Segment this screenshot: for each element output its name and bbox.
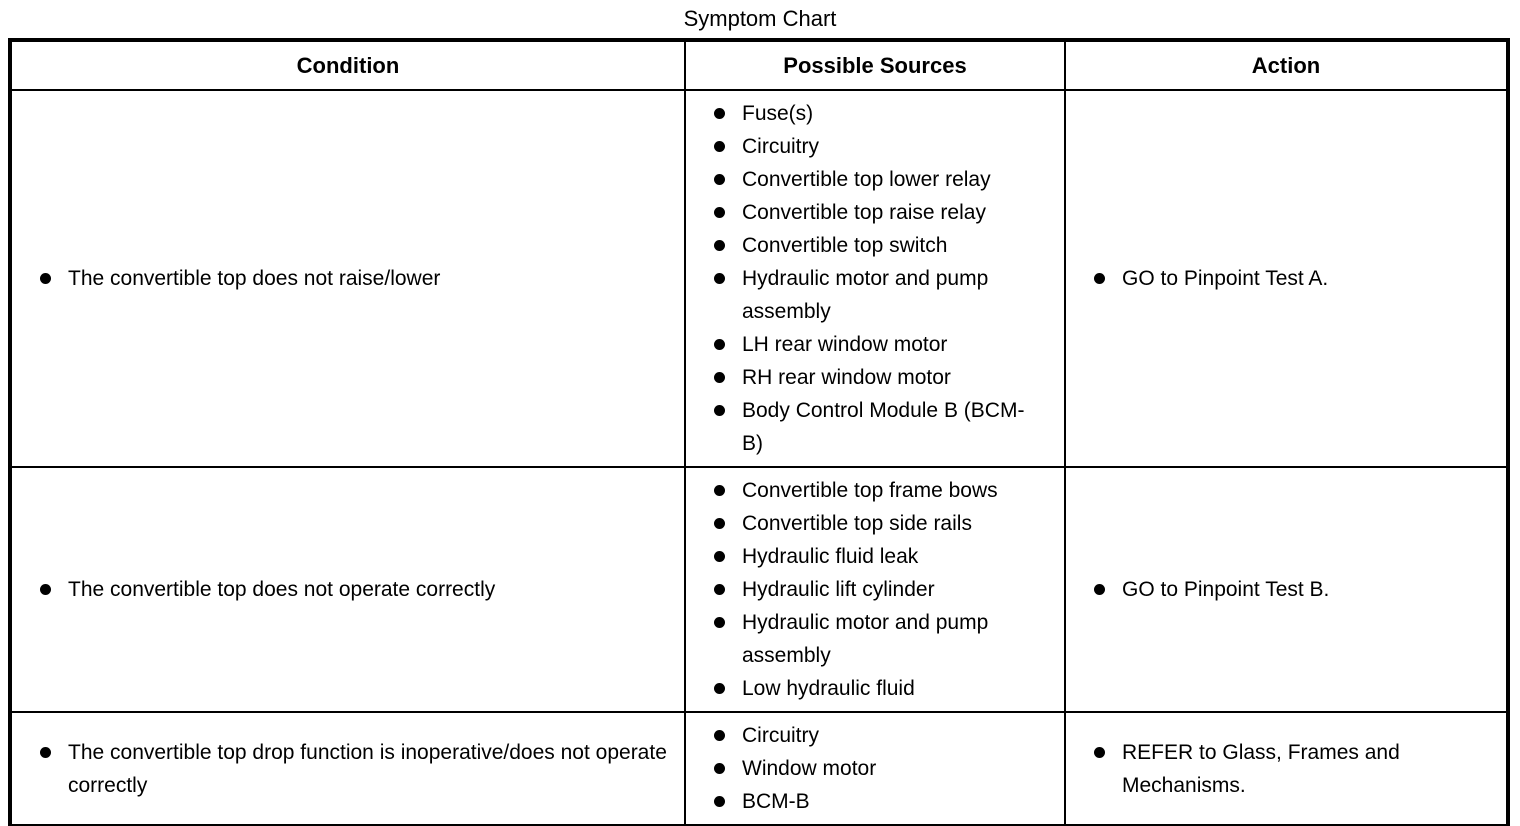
bullet-icon [40, 273, 51, 284]
source-text: BCM-B [742, 790, 810, 813]
action-text: GO to Pinpoint Test B. [1122, 578, 1330, 601]
table-row: The convertible top does not raise/lower… [9, 89, 1509, 468]
source-text: Convertible top raise relay [742, 201, 986, 224]
list-item: Window motor [714, 752, 1056, 785]
list-item: GO to Pinpoint Test A. [1094, 262, 1498, 295]
source-text: Hydraulic lift cylinder [742, 578, 935, 601]
action-text: GO to Pinpoint Test A. [1122, 267, 1329, 290]
sources-cell: Circuitry Window motor BCM-B [684, 711, 1066, 826]
list-item: Hydraulic motor and pump assembly [714, 262, 1056, 328]
source-text: RH rear window motor [742, 366, 951, 389]
source-text: Convertible top frame bows [742, 479, 998, 502]
source-text: Convertible top side rails [742, 512, 972, 535]
condition-cell: The convertible top does not operate cor… [9, 466, 686, 713]
list-item: Body Control Module B (BCM-B) [714, 394, 1056, 460]
bullet-icon [40, 584, 51, 595]
condition-text: The convertible top does not raise/lower [68, 267, 441, 290]
header-action: Action [1064, 39, 1509, 91]
sources-cell: Convertible top frame bows Convertible t… [684, 466, 1066, 713]
bullet-icon [714, 339, 725, 350]
bullet-icon [1094, 584, 1105, 595]
condition-text: The convertible top does not operate cor… [68, 578, 496, 601]
list-item: BCM-B [714, 785, 1056, 818]
action-cell: REFER to Glass, Frames and Mechanisms. [1064, 711, 1509, 826]
source-text: Circuitry [742, 135, 819, 158]
list-item: Hydraulic fluid leak [714, 540, 1056, 573]
action-cell: GO to Pinpoint Test A. [1064, 89, 1509, 468]
header-possible-sources: Possible Sources [684, 39, 1066, 91]
header-condition: Condition [9, 39, 686, 91]
bullet-icon [714, 141, 725, 152]
list-item: Convertible top switch [714, 229, 1056, 262]
bullet-icon [714, 730, 725, 741]
bullet-icon [714, 796, 725, 807]
header-row: Condition Possible Sources Action [9, 39, 1509, 91]
source-text: Hydraulic motor and pump assembly [742, 267, 989, 323]
bullet-icon [1094, 273, 1105, 284]
list-item: Convertible top lower relay [714, 163, 1056, 196]
list-item: Hydraulic motor and pump assembly [714, 606, 1056, 672]
action-cell: GO to Pinpoint Test B. [1064, 466, 1509, 713]
source-text: LH rear window motor [742, 333, 948, 356]
bullet-icon [40, 746, 51, 758]
list-item: LH rear window motor [714, 328, 1056, 361]
bullet-icon [714, 551, 725, 562]
list-item: Circuitry [714, 719, 1056, 752]
condition-cell: The convertible top does not raise/lower [9, 89, 686, 468]
list-item: Hydraulic lift cylinder [714, 573, 1056, 606]
list-item: REFER to Glass, Frames and Mechanisms. [1094, 736, 1498, 802]
page-title: Symptom Chart [683, 6, 837, 31]
list-item: The convertible top drop function is ino… [40, 736, 676, 802]
bullet-icon [714, 584, 725, 595]
list-item: The convertible top does not operate cor… [40, 573, 676, 606]
bullet-icon [1094, 746, 1105, 758]
bullet-icon [714, 485, 725, 496]
list-item: The convertible top does not raise/lower [40, 262, 676, 295]
source-text: Hydraulic fluid leak [742, 545, 919, 568]
table-row: The convertible top drop function is ino… [9, 711, 1509, 826]
action-text: REFER to Glass, Frames and Mechanisms. [1122, 740, 1400, 797]
list-item: Convertible top raise relay [714, 196, 1056, 229]
source-text: Circuitry [742, 724, 819, 747]
table-row: The convertible top does not operate cor… [9, 466, 1509, 713]
source-text: Convertible top lower relay [742, 168, 991, 191]
bullet-icon [714, 240, 725, 251]
list-item: Fuse(s) [714, 97, 1056, 130]
bullet-icon [714, 174, 725, 185]
source-text: Convertible top switch [742, 234, 948, 257]
list-item: Circuitry [714, 130, 1056, 163]
symptom-chart-table: Condition Possible Sources Action The co… [8, 38, 1510, 826]
list-item: Convertible top frame bows [714, 474, 1056, 507]
bullet-icon [714, 207, 725, 218]
list-item: RH rear window motor [714, 361, 1056, 394]
condition-cell: The convertible top drop function is ino… [9, 711, 686, 826]
list-item: Low hydraulic fluid [714, 672, 1056, 705]
bullet-icon [714, 405, 725, 416]
source-text: Hydraulic motor and pump assembly [742, 611, 989, 667]
source-text: Window motor [742, 757, 877, 780]
source-text: Body Control Module B (BCM-B) [742, 399, 1025, 455]
sources-cell: Fuse(s) Circuitry Convertible top lower … [684, 89, 1066, 468]
source-text: Low hydraulic fluid [742, 677, 915, 700]
bullet-icon [714, 108, 725, 119]
condition-text: The convertible top drop function is ino… [68, 740, 667, 797]
list-item: GO to Pinpoint Test B. [1094, 573, 1498, 606]
list-item: Convertible top side rails [714, 507, 1056, 540]
bullet-icon [714, 372, 725, 383]
bullet-icon [714, 273, 725, 284]
bullet-icon [714, 763, 725, 774]
bullet-icon [714, 683, 725, 694]
bullet-icon [714, 617, 725, 628]
source-text: Fuse(s) [742, 102, 814, 125]
bullet-icon [714, 518, 725, 529]
